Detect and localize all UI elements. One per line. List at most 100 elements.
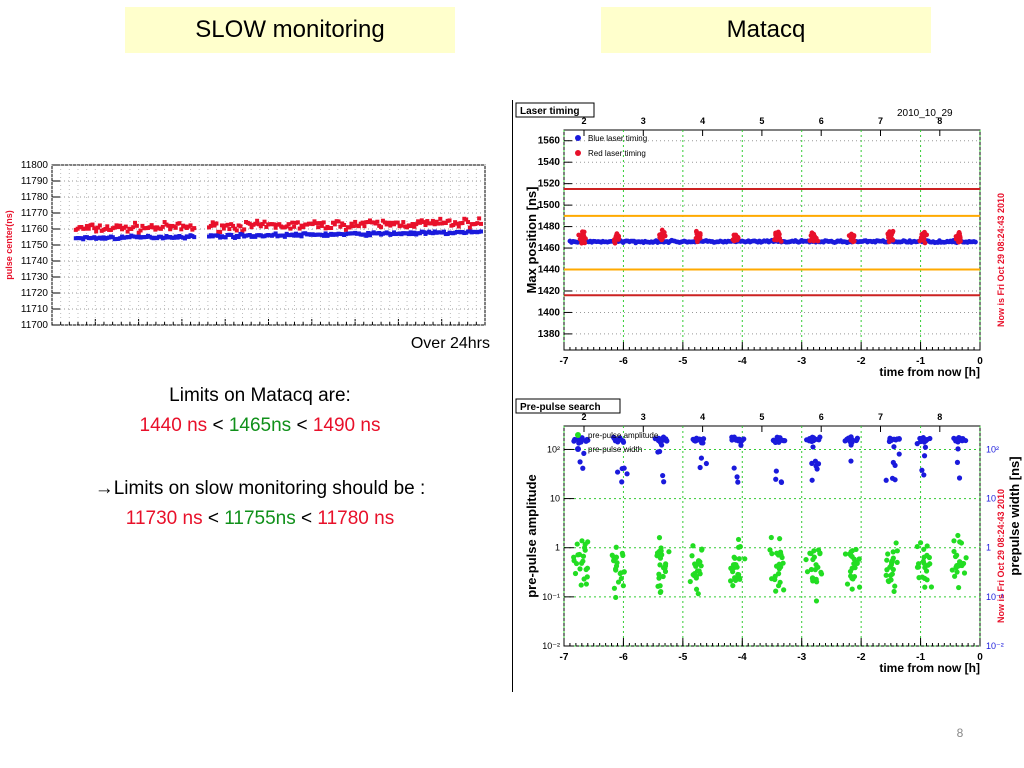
- blue-point: [182, 236, 187, 241]
- amplitude-point: [578, 560, 585, 566]
- amplitude-point: [775, 552, 782, 558]
- y-axis-label: pre-pulse amplitude: [524, 474, 539, 598]
- amplitude-point: [811, 548, 817, 554]
- red-laser-point: [612, 240, 618, 246]
- blue-point: [321, 233, 326, 238]
- amplitude-point: [856, 556, 862, 562]
- width-point: [735, 438, 742, 444]
- y-tick-label: 1420: [538, 286, 561, 297]
- red-point: [310, 222, 315, 227]
- x-tick-label: -6: [619, 356, 628, 367]
- y-tick-label: 10⁻²: [542, 641, 560, 651]
- red-point: [379, 225, 384, 230]
- red-laser-point: [812, 234, 817, 239]
- x-tick-label: -7: [560, 652, 569, 663]
- amplitude-point: [961, 570, 968, 576]
- red-point: [321, 220, 326, 225]
- amplitude-point: [921, 546, 927, 552]
- red-point: [432, 222, 437, 227]
- slow-monitoring-chart: 11800 11790 11780 11770 11760 11750 11740 11730…: [4, 160, 486, 331]
- red-laser-point: [778, 238, 784, 244]
- amplitude-point: [893, 540, 899, 546]
- red-point: [153, 227, 158, 232]
- width-point: [809, 477, 815, 483]
- amplitude-point: [919, 574, 925, 580]
- red-point: [253, 221, 258, 226]
- red-point: [138, 228, 143, 233]
- red-point: [336, 219, 341, 224]
- amplitude-point: [737, 576, 743, 582]
- width-point: [734, 474, 740, 480]
- width-point: [919, 467, 925, 473]
- red-point: [264, 224, 269, 229]
- amplitude-point: [699, 546, 705, 552]
- amplitude-point: [815, 564, 821, 570]
- legend-red-marker: [575, 150, 581, 156]
- amplitude-point: [655, 583, 661, 589]
- red-point: [342, 222, 347, 227]
- red-point: [234, 228, 239, 233]
- red-laser-point: [807, 238, 813, 244]
- width-point: [896, 451, 902, 457]
- red-point: [401, 220, 406, 225]
- red-laser-point: [662, 233, 668, 239]
- y-tick-label: 11760: [21, 224, 49, 235]
- red-point: [131, 225, 136, 230]
- width-point: [782, 438, 788, 444]
- red-point: [149, 223, 154, 228]
- width-point: [927, 435, 933, 442]
- amplitude-point: [573, 560, 580, 567]
- amplitude-point: [958, 540, 965, 546]
- red-point: [103, 226, 108, 231]
- amplitude-point: [808, 566, 815, 573]
- width-point: [731, 465, 737, 471]
- red-point: [290, 220, 295, 225]
- x-tick-label: -4: [738, 356, 747, 367]
- width-point: [777, 438, 783, 444]
- legend-blue-marker: [575, 135, 581, 141]
- amplitude-point: [803, 556, 809, 563]
- y-tick-label: 10⁻¹: [542, 592, 560, 602]
- blue-point: [192, 235, 197, 240]
- now-label: Now is Fri Oct 29 08:24:43 2010: [996, 193, 1006, 327]
- red-point: [429, 221, 434, 226]
- red-point: [338, 224, 343, 229]
- lt-sign: <: [207, 508, 219, 529]
- amplitude-point: [921, 554, 927, 560]
- red-laser-point: [581, 229, 587, 235]
- red-point: [166, 223, 171, 228]
- width-point: [848, 458, 854, 464]
- amplitude-point: [813, 598, 820, 604]
- amplitude-point: [810, 578, 816, 584]
- amplitude-point: [693, 586, 700, 592]
- slow-limits-values: 11730 ns < 11755ns < 11780 ns: [40, 506, 480, 532]
- red-point: [162, 220, 167, 225]
- y-right-tick-label: 10⁻²: [986, 641, 1004, 651]
- amplitude-point: [890, 549, 896, 555]
- red-point: [249, 225, 254, 230]
- slow-limits-title: →Limits on slow monitoring should be :: [94, 478, 426, 499]
- red-point: [451, 223, 456, 228]
- width-point: [951, 435, 957, 441]
- red-point: [395, 220, 400, 225]
- x-tick-label: -2: [857, 356, 866, 367]
- red-point: [375, 219, 380, 224]
- now-label: Now is Fri Oct 29 08:24:43 2010: [996, 489, 1006, 623]
- amplitude-point: [892, 583, 898, 589]
- top-tick-label: 2: [581, 116, 586, 126]
- width-point: [813, 463, 819, 469]
- amplitude-point: [698, 563, 704, 569]
- amplitude-point: [611, 554, 617, 560]
- width-point: [741, 436, 747, 442]
- width-point: [661, 479, 667, 485]
- red-laser-point: [887, 234, 893, 240]
- amplitude-point: [654, 550, 661, 556]
- amplitude-point: [814, 579, 820, 585]
- amplitude-point: [742, 556, 748, 562]
- y-tick-label: 1560: [538, 136, 561, 147]
- y-tick-label: 1540: [538, 157, 561, 168]
- width-point: [921, 453, 928, 459]
- amplitude-point: [781, 587, 787, 593]
- red-point: [410, 222, 415, 227]
- amplitude-point: [804, 569, 811, 575]
